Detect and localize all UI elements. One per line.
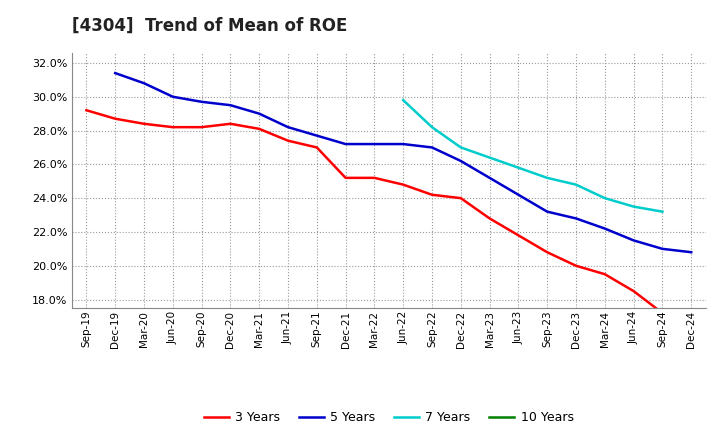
Text: [4304]  Trend of Mean of ROE: [4304] Trend of Mean of ROE (72, 17, 347, 35)
Legend: 3 Years, 5 Years, 7 Years, 10 Years: 3 Years, 5 Years, 7 Years, 10 Years (199, 407, 579, 429)
